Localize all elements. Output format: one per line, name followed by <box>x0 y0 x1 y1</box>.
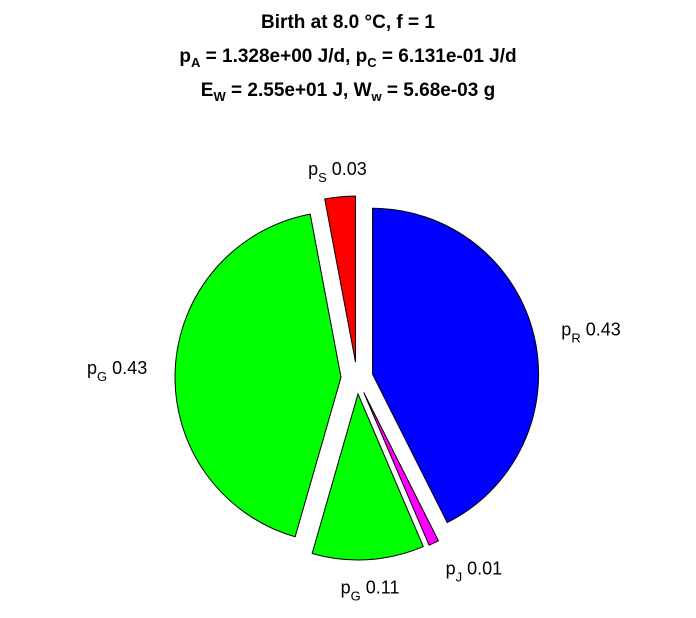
Ww-value: = 5.68e-03 g <box>381 80 496 101</box>
pC-symbol: p <box>355 46 368 67</box>
pA-symbol: p <box>179 46 191 67</box>
pie-label-pG-2: pG 0.11 <box>341 578 400 604</box>
title-line-3: EW = 2.55e+01 J, Ww = 5.68e-03 g <box>0 76 696 110</box>
title-line-2: pA = 1.328e+00 J/d, pC = 6.131e-01 J/d <box>0 42 696 76</box>
pie-slice-pG-3 <box>174 213 342 538</box>
chart-title: Birth at 8.0 °C, f = 1 pA = 1.328e+00 J/… <box>0 8 696 110</box>
Ww-subscript: w <box>371 89 382 104</box>
pie-slice-pG-2 <box>311 392 424 561</box>
EW-symbol: E <box>200 80 214 101</box>
pC-value: = 6.131e-01 J/d <box>376 46 517 67</box>
EW-value: = 2.55e+01 J, <box>225 80 354 101</box>
pA-subscript: A <box>190 55 201 70</box>
pC-subscript: C <box>367 55 377 70</box>
pie-slice-pJ-1 <box>363 392 440 546</box>
Ww-symbol: W <box>353 80 372 101</box>
pie-slice-pR-0 <box>372 207 540 524</box>
title-line-1-text: Birth at 8.0 °C, f = 1 <box>261 12 435 33</box>
pie-label-pJ-1: pJ 0.01 <box>446 558 503 584</box>
pie-label-pS-4: pS 0.03 <box>308 159 367 185</box>
pie-label-pR-0: pR 0.43 <box>561 319 620 345</box>
pie-label-pG-3: pG 0.43 <box>87 358 147 384</box>
pie-labels: pR 0.43 pJ 0.01 pG 0.11 pG 0.43 pS 0.03 <box>87 159 621 604</box>
EW-subscript: W <box>213 89 226 104</box>
pA-value: = 1.328e+00 J/d, <box>200 46 356 67</box>
pie-slice-pS-4 <box>324 195 357 363</box>
pie-slices <box>174 195 540 561</box>
title-line-1: Birth at 8.0 °C, f = 1 <box>0 8 696 42</box>
